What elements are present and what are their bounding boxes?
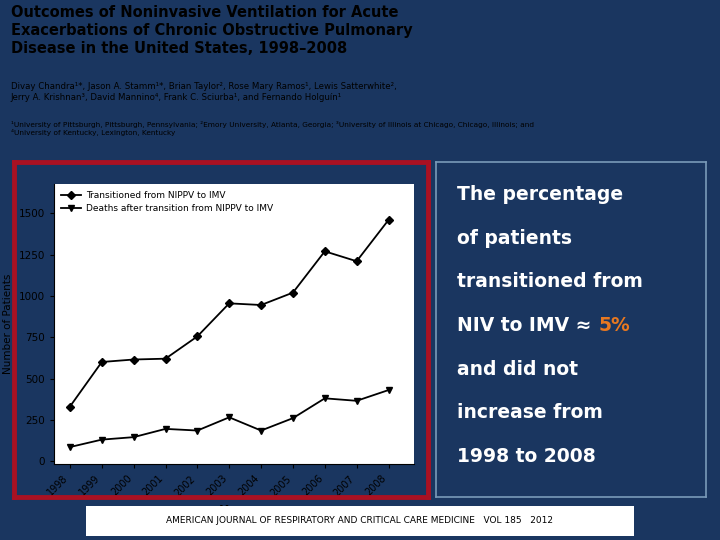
Text: of patients: of patients	[457, 229, 572, 248]
Text: The percentage: The percentage	[457, 185, 624, 205]
Text: increase from: increase from	[457, 403, 603, 422]
Y-axis label: Number of Patients: Number of Patients	[3, 274, 13, 374]
Text: AMERICAN JOURNAL OF RESPIRATORY AND CRITICAL CARE MEDICINE   VOL 185   2012: AMERICAN JOURNAL OF RESPIRATORY AND CRIT…	[166, 516, 554, 525]
Text: 1998 to 2008: 1998 to 2008	[457, 447, 596, 465]
X-axis label: Year: Year	[220, 504, 248, 517]
Text: transitioned from: transitioned from	[457, 273, 643, 292]
Text: Outcomes of Noninvasive Ventilation for Acute
Exacerbations of Chronic Obstructi: Outcomes of Noninvasive Ventilation for …	[11, 4, 413, 56]
Text: Divay Chandra¹*, Jason A. Stamm¹*, Brian Taylor², Rose Mary Ramos¹, Lewis Satter: Divay Chandra¹*, Jason A. Stamm¹*, Brian…	[11, 82, 397, 102]
Legend: Transitioned from NIPPV to IMV, Deaths after transition from NIPPV to IMV: Transitioned from NIPPV to IMV, Deaths a…	[58, 188, 276, 216]
Text: ¹University of Pittsburgh, Pittsburgh, Pennsylvania; ²Emory University, Atlanta,: ¹University of Pittsburgh, Pittsburgh, P…	[11, 121, 534, 137]
Text: and did not: and did not	[457, 360, 578, 379]
Text: 5%: 5%	[598, 316, 630, 335]
Text: NIV to IMV ≈: NIV to IMV ≈	[457, 316, 598, 335]
